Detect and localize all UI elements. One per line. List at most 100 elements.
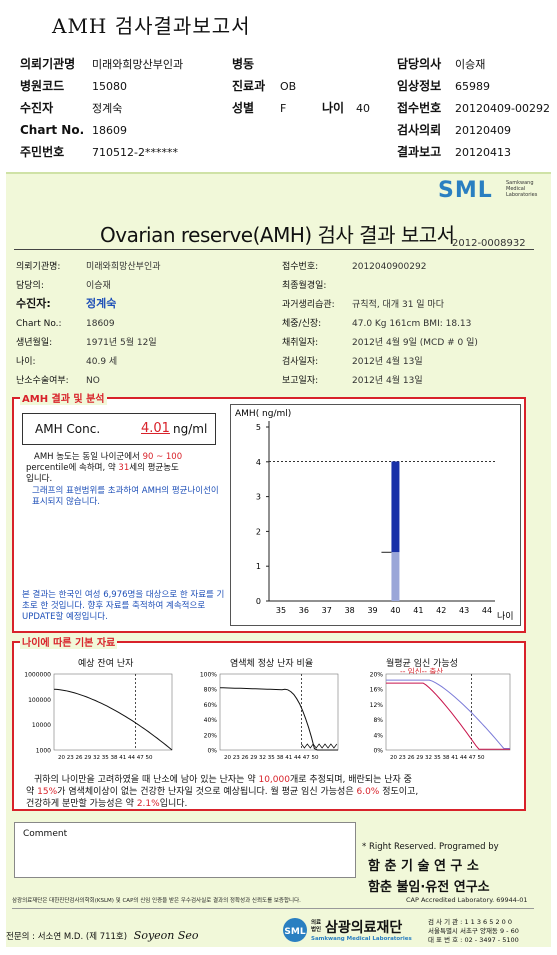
chart-y-tick-label: 4 xyxy=(256,458,261,467)
mini-chart-y-label: 10000 xyxy=(32,722,51,729)
header-row: 주민번호 710512-2****** xyxy=(20,145,178,159)
report-header-title: AMH 검사결과보고서 xyxy=(52,14,251,38)
info-row: 난소수술여부: NO xyxy=(16,376,100,386)
mini-chart-y-label: 16% xyxy=(370,687,384,694)
header-right-block: 담당의사 이승재 임상정보 65989 접수번호 20120409-00292 검사의… xyxy=(397,53,550,163)
mini-chart-y-label: 100% xyxy=(200,672,217,679)
mini-chart-3-title: 월평균 임신 가능성 xyxy=(386,659,458,669)
chart-bar-range xyxy=(391,461,400,553)
mini-chart-pregnancy: 20% 16% 12% 8% 4% 0% 20 23 26 29 32 35 38 41 4… xyxy=(370,672,511,761)
mini-chart-tail xyxy=(301,743,338,749)
sml-logo-subtitle: Samkwang Medical Laboratories xyxy=(506,180,538,198)
header-left-block: 의뢰기관명 미래와희망산부인과 병원코드 15080 수진자 정계숙 Chart No… xyxy=(20,53,183,163)
amh-chart-frame: AMH( ng/ml) 0 1 2 3 4 5 35 36 37 38 39 40 41 42 43 44 나이 xyxy=(230,404,521,626)
foundation-logo: SML 의료 법인 삼광의료재단 Samkwang Medical Labora… xyxy=(282,914,416,946)
mini-chart-2-title: 염색체 정상 난자 비율 xyxy=(230,659,314,669)
mini-chart-eggs: 1000000 100000 10000 1000 20 23 26 29 32 35 … xyxy=(24,672,173,761)
mini-chart-curve xyxy=(53,688,173,751)
mini-chart-y-label: 4% xyxy=(373,732,383,739)
mini-chart-y-label: 1000 xyxy=(36,748,51,755)
mini-chart-y-label: 40% xyxy=(204,717,218,724)
chart-x-tick-label: 41 xyxy=(413,606,423,615)
report-title: Ovarian reserve(AMH) 검사 결과 보고서 xyxy=(100,223,455,247)
amh-data-note: 본 결과는 한국인 여성 6,976명을 대상으로 한 자료를 기초로 한 것입… xyxy=(22,590,225,622)
info-row: 최종월경일: xyxy=(282,281,327,291)
comment-box: Comment xyxy=(14,822,356,878)
amh-conc-value: 4.01 xyxy=(141,421,170,436)
foundation-name: 삼광의료재단 xyxy=(325,920,403,936)
header-row: 진료과 OB xyxy=(232,79,297,93)
mini-chart-y-label: 0% xyxy=(373,748,383,755)
mini-chart-x-labels: 20 23 26 29 32 35 38 41 44 47 50 xyxy=(390,755,485,761)
header-row: Chart No. 18609 xyxy=(20,123,127,137)
mini-chart-x-labels: 20 23 26 29 32 35 38 41 44 47 50 xyxy=(58,755,153,761)
info-row: 의뢰기관명: 미래와희망산부인과 xyxy=(16,262,161,272)
rights-block: * Right Reserved. Programed by 함 춘 기 술 연… xyxy=(362,842,522,895)
chart-x-axis-label: 나이 xyxy=(497,611,514,622)
info-row: 보고일자: 2012년 4월 13일 xyxy=(282,376,423,386)
contact-line2: 서울특별시 서초구 양재동 9 - 60 xyxy=(428,927,519,935)
age-section-label: 나이에 따른 기본 자료 xyxy=(20,634,118,649)
info-row: 채취일자: 2012년 4월 9일 (MCD # 0 일) xyxy=(282,338,478,348)
svg-text:SML: SML xyxy=(284,927,305,937)
info-row: 나이: 40.9 세 xyxy=(16,357,118,367)
chart-y-tick-label: 5 xyxy=(256,423,261,432)
chart-x-tick-label: 43 xyxy=(459,606,469,615)
amh-section-label: AMH 결과 및 분석 xyxy=(20,390,107,405)
title-divider xyxy=(14,249,534,250)
header-row: 병동 xyxy=(232,57,255,71)
mini-chart-frame xyxy=(219,673,339,751)
chart-x-tick-label: 35 xyxy=(276,606,286,615)
footer-certification: 삼광의료재단은 대한진단검사의학회(KSLM) 및 CAP의 신임 인증을 받은… xyxy=(12,898,301,904)
chart-y-tick-label: 2 xyxy=(256,527,261,536)
header-row: 검사의뢰 20120409 xyxy=(397,123,511,137)
amh-conc-box: AMH Conc. 4.01 ng/ml xyxy=(22,413,216,445)
header-row: 의뢰기관명 미래와희망산부인과 xyxy=(20,57,184,71)
info-row: 담당의: 이승재 xyxy=(16,281,111,291)
foundation-emblem-icon: SML xyxy=(283,918,307,942)
amh-chart: AMH( ng/ml) 0 1 2 3 4 5 35 36 37 38 39 40 41 42 43 44 나이 xyxy=(235,409,514,622)
chart-y-axis-label: AMH( ng/ml) xyxy=(235,409,291,419)
patient-info-left: 의뢰기관명: 미래와희망산부인과 담당의: 이승재 수진자: 정계숙 Chart No… xyxy=(16,254,161,387)
mini-chart-curve xyxy=(386,679,510,749)
mini-chart-3-legend: -- 임신-- 출산 xyxy=(400,667,444,676)
rights-line2: 함 춘 기 술 연 구 소 xyxy=(368,859,479,874)
mini-chart-y-label: 20% xyxy=(204,732,218,739)
foundation-tag: 의료 법인 xyxy=(311,920,322,933)
mini-chart-y-label: 100000 xyxy=(28,697,51,704)
footer-cap: CAP Accredited Laboratory. 69944-01 xyxy=(406,896,528,904)
header-row: 결과보고 20120413 xyxy=(397,145,511,159)
doctor-signature-line: 전문의 : 서소연 M.D. (제 711호) Soyeon Seo xyxy=(6,929,199,942)
mini-chart-x-labels: 20 23 26 29 32 35 38 41 44 47 50 xyxy=(224,755,319,761)
chart-x-tick-label: 38 xyxy=(345,606,355,615)
mini-chart-y-label: 80% xyxy=(204,687,218,694)
contact-line1: 검 사 기 관 : 1 1 3 6 5 2 0 0 xyxy=(428,918,512,926)
mini-chart-y-label: 8% xyxy=(373,717,383,724)
chart-bar-lower xyxy=(391,552,400,601)
chart-x-tick-label: 44 xyxy=(482,606,492,615)
sml-logo: SML xyxy=(438,178,493,203)
amh-description: AMH 농도는 동일 나이군에서 90 ~ 100 percentile에 속하… xyxy=(26,452,219,507)
info-row: 검사일자: 2012년 4월 13일 xyxy=(282,357,423,367)
header-row: 임상정보 65989 xyxy=(397,79,490,93)
contact-block: 검 사 기 관 : 1 1 3 6 5 2 0 0 서울특별시 서초구 양재동 … xyxy=(428,918,519,945)
chart-x-tick-label: 39 xyxy=(367,606,377,615)
header-row: 담당의사 이승재 xyxy=(397,57,486,71)
footer-divider xyxy=(12,908,534,909)
amh-conc-label: AMH Conc. xyxy=(35,422,101,436)
mini-chart-frame xyxy=(385,673,511,751)
chart-y-tick-label: 0 xyxy=(256,597,261,606)
info-row: 접수번호: 2012040900292 xyxy=(282,262,427,272)
info-row: 과거생리습관: 규칙적, 대개 31 일 마다 xyxy=(282,300,444,310)
header-row: 수진자 정계숙 xyxy=(20,101,123,115)
amh-conc-unit: ng/ml xyxy=(173,422,208,436)
info-row: 체중/신장: 47.0 Kg 161cm BMI: 18.13 xyxy=(282,319,472,329)
mini-chart-y-label: 1000000 xyxy=(24,672,51,679)
mini-chart-y-label: 12% xyxy=(370,702,384,709)
chart-y-tick-label: 1 xyxy=(256,562,261,571)
mini-chart-y-label: 60% xyxy=(204,702,218,709)
chart-x-tick-label: 40 xyxy=(390,606,400,615)
age-summary: 귀하의 나이만을 고려하였을 때 난소에 남아 있는 난자는 약 10,000개… xyxy=(26,775,419,809)
mini-chart-1-title: 예상 잔여 난자 xyxy=(78,659,134,669)
header-row: 접수번호 20120409-00292 xyxy=(397,101,550,115)
